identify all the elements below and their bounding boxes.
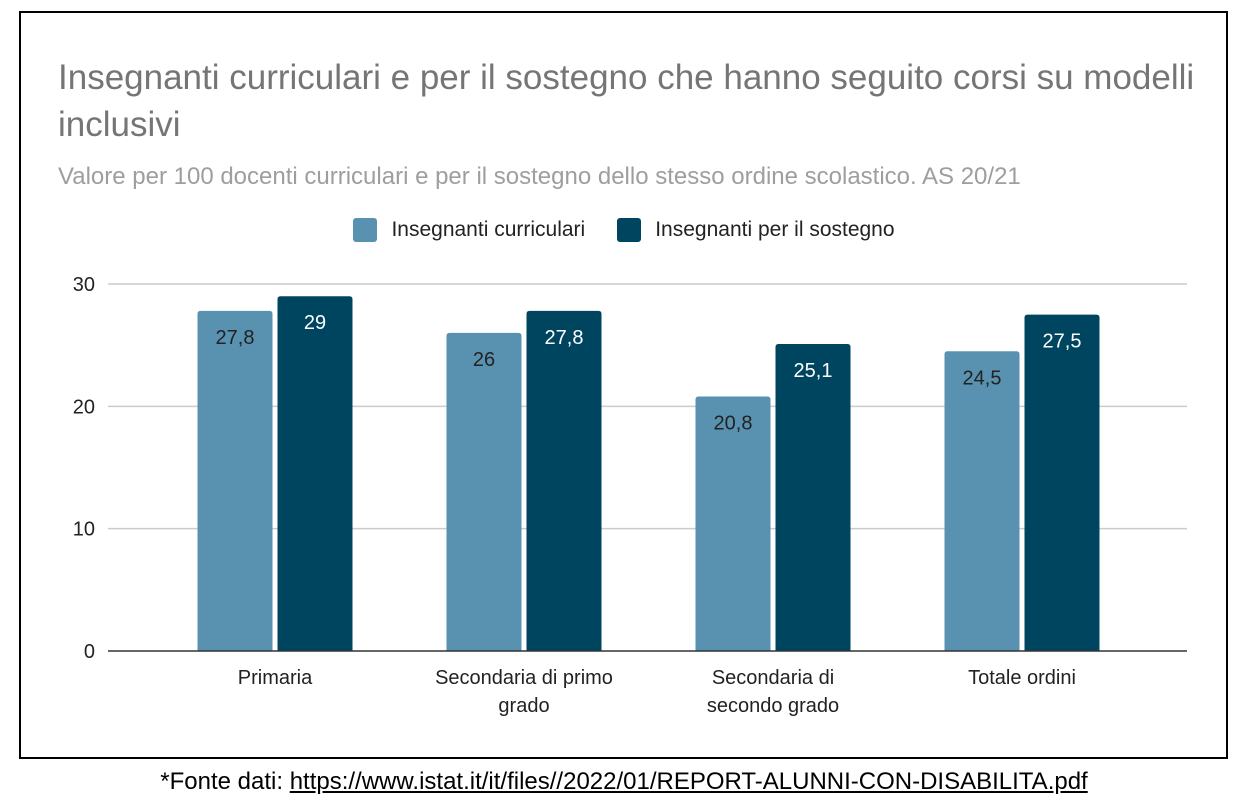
legend: Insegnanti curriculari Insegnanti per il…: [0, 218, 1248, 242]
bar: [1024, 314, 1100, 651]
data-label: 27,8: [545, 327, 584, 349]
source-note: *Fonte dati: https://www.istat.it/it/fil…: [0, 768, 1248, 796]
x-tick-label: grado: [498, 695, 549, 717]
legend-item-sostegno: Insegnanti per il sostegno: [617, 218, 895, 242]
bar: [944, 351, 1020, 651]
chart-title: Insegnanti curriculari e per il sostegno…: [58, 58, 1195, 144]
x-tick-label: Totale ordini: [968, 667, 1076, 689]
legend-label: Insegnanti per il sostegno: [655, 218, 895, 241]
chart-frame: [19, 11, 1228, 759]
x-tick-label: secondo grado: [707, 695, 839, 717]
data-label: 25,1: [794, 360, 833, 382]
data-label: 29: [304, 312, 326, 334]
bar: [197, 310, 273, 651]
legend-swatch-sostegno: [617, 218, 642, 242]
bar: [277, 296, 353, 651]
legend-label: Insegnanti curriculari: [391, 218, 586, 241]
source-prefix: *Fonte dati:: [160, 768, 290, 795]
x-tick-label: Secondaria di primo: [435, 667, 613, 689]
bar: [526, 310, 602, 651]
data-label: 20,8: [714, 413, 753, 435]
bar: [695, 396, 771, 651]
x-tick-label: Secondaria di: [712, 667, 834, 689]
y-tick-label: 0: [84, 641, 95, 663]
chart-subtitle: Valore per 100 docenti curriculari e per…: [58, 163, 1021, 190]
source-link[interactable]: https://www.istat.it/it/files//2022/01/R…: [289, 768, 1088, 795]
legend-swatch-curriculari: [353, 218, 378, 242]
bar: [775, 343, 851, 651]
y-tick-label: 30: [73, 274, 95, 296]
data-label: 26: [473, 349, 495, 371]
legend-item-curriculari: Insegnanti curriculari: [353, 218, 585, 242]
y-tick-label: 20: [73, 396, 95, 418]
data-label: 24,5: [963, 367, 1002, 389]
bar: [446, 332, 522, 651]
data-label: 27,8: [216, 327, 255, 349]
data-label: 27,5: [1043, 331, 1082, 353]
y-tick-label: 10: [73, 519, 95, 541]
x-tick-label: Primaria: [238, 667, 313, 689]
